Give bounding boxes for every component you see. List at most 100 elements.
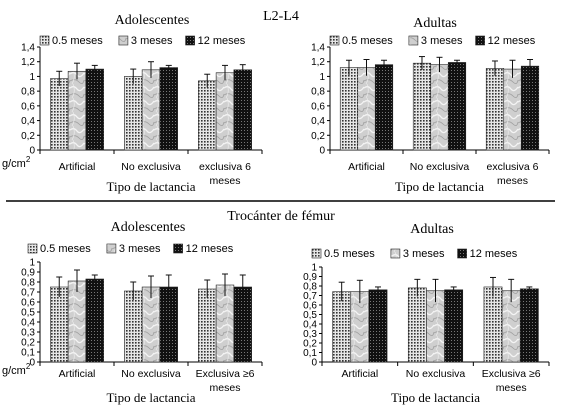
bar-1 [483, 286, 503, 363]
y-tick-label: 1,2 [21, 57, 35, 68]
section-title-bottom: Trocánter de fémur [227, 209, 335, 224]
y-tick-label: 0,2 [303, 339, 317, 350]
y-tick-label: 0,7 [303, 291, 317, 302]
legend-label: 3 meses [421, 35, 463, 47]
legend-label: 12 meses [186, 243, 234, 255]
legend-label: 3 meses [403, 248, 445, 260]
section-title-top: L2-L4 [263, 9, 299, 24]
legend: 0.5 meses 3 meses 12 meses [329, 35, 536, 47]
bar-3 [85, 68, 104, 151]
chart-2: Adultas 0 0,2 0,4 0,6 0,8 1 1,2 1,4 Artificial No … [311, 16, 550, 194]
y-tick-label: 0 [311, 358, 317, 369]
x-axis-label: Tipo de lactancia [391, 390, 480, 405]
legend-label: 3 meses [131, 35, 173, 47]
chart-title: Adultas [410, 222, 454, 237]
bar-1 [407, 287, 427, 363]
legend-label: 12 meses [488, 35, 536, 47]
y-tick-label: 0,6 [311, 101, 325, 112]
category-label: No exclusiva [121, 161, 181, 173]
y-tick-label: 0,3 [303, 329, 317, 340]
legend-label: 0.5 meses [40, 243, 91, 255]
category-label-line2: meses [210, 382, 241, 394]
bar-1 [485, 68, 505, 151]
bar-1 [198, 80, 217, 151]
y-tick-label: 0,7 [21, 288, 35, 299]
y-unit-label-bottom: g/cm2 [2, 362, 31, 377]
y-tick-label: 0 [29, 358, 35, 369]
y-tick-label: 1 [319, 72, 325, 83]
bar-1 [124, 76, 143, 151]
legend-label: 12 meses [198, 35, 246, 47]
category-label-line2: meses [210, 175, 241, 187]
chart-4: Adultas 00,10,20,30,40,50,60,70,80,91 Arti… [303, 222, 550, 405]
chart-title: Adolescentes [111, 220, 186, 235]
legend-label: 0.5 meses [52, 35, 103, 47]
chart-3: Adolescentes 00,10,20,30,40,50,60,70,80,9… [21, 220, 263, 405]
legend-swatch-3 [457, 248, 467, 259]
category-label: No exclusiva [121, 368, 181, 380]
category-label: Exclusiva ≥6 [482, 368, 541, 380]
category-label: Artificial [59, 161, 96, 173]
bar-1 [339, 67, 359, 151]
y-tick-label: 0,4 [21, 116, 35, 127]
y-unit-label-top: g/cm2 [2, 155, 31, 170]
y-tick-label: 1,2 [311, 57, 325, 68]
bar-2 [503, 68, 522, 151]
y-tick-label: 1 [29, 72, 35, 83]
y-unit-superscript: 2 [26, 155, 31, 164]
bar-3 [85, 278, 104, 363]
category-label: exclusiva 6 [199, 161, 251, 173]
x-axis-label: Tipo de lactancia [106, 179, 195, 194]
bar-1 [124, 290, 143, 363]
y-tick-label: 0,4 [311, 116, 325, 127]
category-label: Artificial [348, 161, 385, 173]
bar-3 [374, 64, 394, 151]
legend: 0.5 meses 3 meses 12 meses [311, 248, 518, 260]
y-tick-label: 0,1 [303, 348, 317, 359]
bar-1 [198, 288, 217, 363]
y-unit-superscript: 2 [26, 362, 31, 371]
category-label: Exclusiva ≥6 [196, 368, 255, 380]
bar-2 [67, 280, 87, 363]
chart-title: Adolescentes [115, 13, 190, 28]
y-tick-label: 0,3 [21, 328, 35, 339]
bar-3 [368, 289, 388, 363]
x-axis-label: Tipo de lactancia [106, 390, 195, 405]
bar-2 [215, 284, 235, 363]
y-unit-text: g/cm [2, 158, 26, 170]
legend: 0.5 meses 3 meses 12 meses [39, 35, 246, 47]
y-tick-label: 0,8 [21, 87, 35, 98]
bar-3 [447, 62, 467, 151]
bar-2 [357, 67, 376, 151]
y-tick-label: 0,6 [21, 298, 35, 309]
bar-3 [520, 65, 540, 151]
y-tick-label: 0,9 [21, 268, 35, 279]
legend: 0.5 meses 3 meses 12 meses [27, 243, 234, 255]
legend-label: 3 meses [119, 243, 161, 255]
legend-swatch-1 [329, 35, 340, 46]
y-unit-text: g/cm [2, 365, 26, 377]
bar-2 [67, 70, 87, 151]
y-tick-label: 1,4 [311, 43, 325, 54]
category-label: No exclusiva [410, 161, 470, 173]
y-tick-label: 0 [29, 146, 35, 157]
chart-1: Adolescentes 0 0,2 0,4 0,6 0,8 1 1,2 1,4 Artifici… [21, 13, 263, 194]
legend-swatch-3 [475, 35, 485, 46]
legend-label: 12 meses [470, 248, 518, 260]
category-label: No exclusiva [406, 368, 466, 380]
y-tick-label: 0,9 [303, 272, 317, 283]
y-tick-label: 0,2 [311, 131, 325, 142]
y-tick-label: 0,5 [21, 308, 35, 319]
bar-1 [412, 62, 432, 151]
legend-swatch-2 [390, 248, 401, 259]
legend-swatch-2 [118, 35, 129, 46]
legend-label: 0.5 meses [324, 248, 375, 260]
bar-3 [159, 67, 178, 151]
category-label: Artificial [59, 368, 96, 380]
y-tick-label: 0,1 [21, 348, 35, 359]
bar-3 [519, 288, 539, 363]
legend-label: 0.5 meses [342, 35, 393, 47]
y-tick-label: 0,2 [21, 131, 35, 142]
legend-swatch-1 [39, 35, 50, 46]
